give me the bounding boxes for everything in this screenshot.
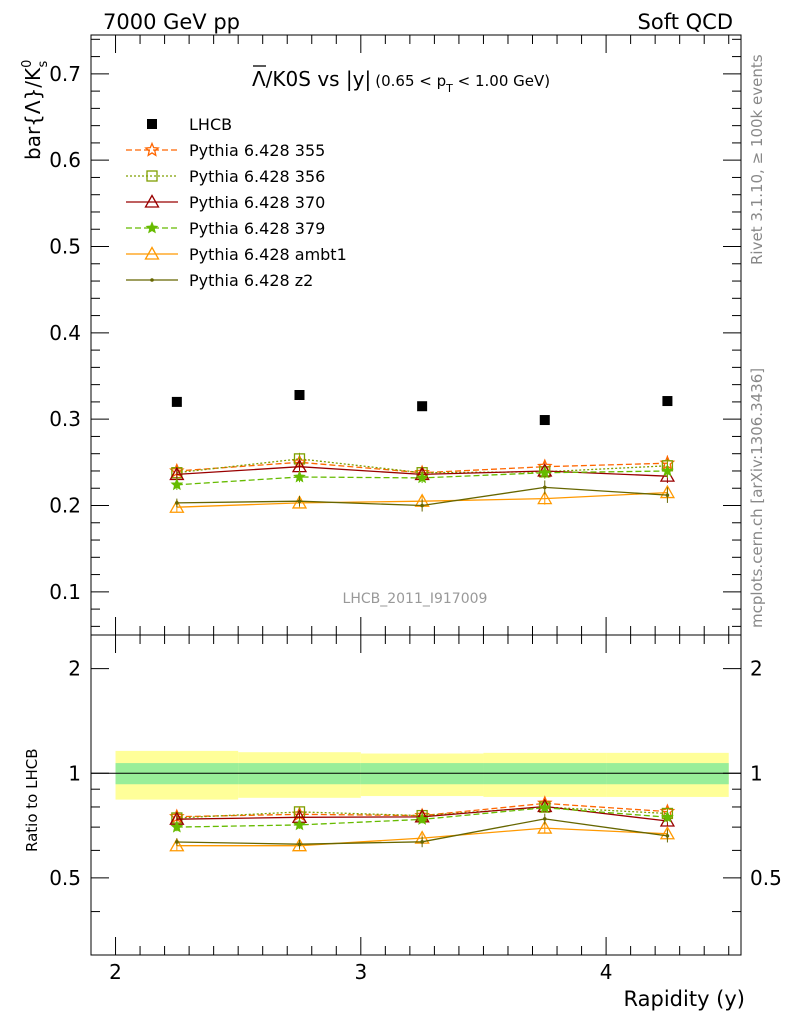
process-label: Soft QCD <box>638 10 733 34</box>
plot-title-range-end: < 1.00 GeV) <box>453 72 550 90</box>
series-point <box>297 499 302 503</box>
y-tick-label: 0.4 <box>49 321 81 345</box>
legend-label: Pythia 6.428 355 <box>189 141 325 160</box>
ratio-plot-frame <box>90 634 742 956</box>
x-axis-label: Rapidity (y) <box>624 987 745 1011</box>
mcplots-label: mcplots.cern.ch [arXiv:1306.3436] <box>748 368 766 628</box>
ratio-series-point <box>665 834 670 838</box>
y-tick-label: 0.2 <box>49 494 81 518</box>
legend-marker <box>144 194 160 208</box>
legend-marker <box>146 170 158 182</box>
ratio-y-tick-label-right: 1 <box>750 761 763 785</box>
ratio-series-point <box>293 818 306 831</box>
data-point <box>539 415 550 426</box>
ratio-series-point <box>297 842 302 847</box>
series-point <box>420 503 424 508</box>
legend: LHCB Pythia 6.428 355 Pythia 6.428 356 Pyth… <box>126 115 347 290</box>
y-axis-label-sup: 0 <box>20 60 35 68</box>
data-point <box>294 390 305 400</box>
ratio-series-point <box>420 840 424 844</box>
data-point <box>417 401 428 412</box>
x-tick-label: 2 <box>109 960 122 984</box>
series-point <box>175 501 179 505</box>
series-point <box>542 485 547 490</box>
plot-title-main: Λ/K0S vs |y| <box>252 67 371 91</box>
y-axis-label-main: bar{Λ}/K <box>21 67 45 160</box>
ratio-series-point <box>291 837 308 852</box>
y-axis-label-sub: s <box>36 61 51 68</box>
analysis-watermark: LHCB_2011_I917009 <box>343 591 488 607</box>
legend-label: Pythia 6.428 379 <box>189 219 325 238</box>
energy-label: 7000 GeV pp <box>103 10 240 34</box>
ratio-series-point <box>661 810 674 823</box>
legend-label: Pythia 6.428 z2 <box>189 271 313 290</box>
ratio-series-point <box>170 820 184 833</box>
plot-title-range: (0.65 < p <box>375 72 446 90</box>
legend-marker <box>144 246 160 260</box>
y-tick-label: 0.3 <box>49 407 81 431</box>
ratio-y-axis-label: Ratio to LHCB <box>23 748 41 852</box>
x-tick-label: 4 <box>600 960 613 984</box>
legend-label: LHCB <box>189 115 232 134</box>
legend-marker <box>145 221 159 234</box>
ratio-series-point <box>169 837 185 852</box>
legend-label: Pythia 6.428 356 <box>189 167 325 186</box>
data-point <box>662 396 673 407</box>
y-tick-label: 0.7 <box>49 62 81 86</box>
legend-marker <box>144 141 160 157</box>
ratio-series-point <box>537 820 553 834</box>
legend-label: Pythia 6.428 370 <box>189 193 325 212</box>
series-point <box>170 478 184 491</box>
ratio-series-point <box>542 817 547 821</box>
series-point <box>538 465 552 479</box>
rivet-label: Rivet 3.1.10, ≥ 100k events <box>748 54 766 265</box>
y-tick-label: 0.6 <box>49 148 81 172</box>
ratio-y-tick-label: 1 <box>68 761 81 785</box>
series-point <box>537 490 553 505</box>
ratio-series-point <box>415 812 429 825</box>
y-tick-label: 0.5 <box>49 235 81 259</box>
ratio-series-point <box>175 840 179 844</box>
ratio-y-tick-label-right: 0.5 <box>750 866 782 890</box>
legend-marker <box>150 278 154 282</box>
series-point <box>169 499 185 513</box>
main-plot-series <box>169 390 676 513</box>
y-tick-label: 0.1 <box>49 580 81 604</box>
plot-title: Λ/K0S vs |y| (0.65 < pT < 1.00 GeV) <box>252 67 550 95</box>
ratio-plot-series <box>169 795 676 852</box>
ratio-series-point <box>538 800 552 814</box>
series-point <box>665 493 670 497</box>
data-point <box>171 396 182 407</box>
legend-marker <box>147 119 157 129</box>
series-point <box>291 495 308 509</box>
ratio-y-tick-label: 0.5 <box>49 866 81 890</box>
ratio-error-bands <box>91 750 741 800</box>
legend-label: Pythia 6.428 ambt1 <box>189 245 347 264</box>
x-tick-label: 3 <box>354 960 367 984</box>
ratio-y-tick-label-right: 2 <box>750 657 763 681</box>
series-point <box>415 471 429 484</box>
ratio-y-tick-label: 2 <box>68 657 81 681</box>
series-point <box>661 464 674 477</box>
plot-title-range-sub: T <box>445 82 453 95</box>
axes-ticks: 0.1 0.2 0.3 0.4 0.5 0.6 0.7 2 3 4 0.5 0.5 1 1 2 2 <box>49 35 782 984</box>
series-point <box>293 470 306 483</box>
y-axis-label: bar{Λ}/K0s <box>20 60 51 160</box>
